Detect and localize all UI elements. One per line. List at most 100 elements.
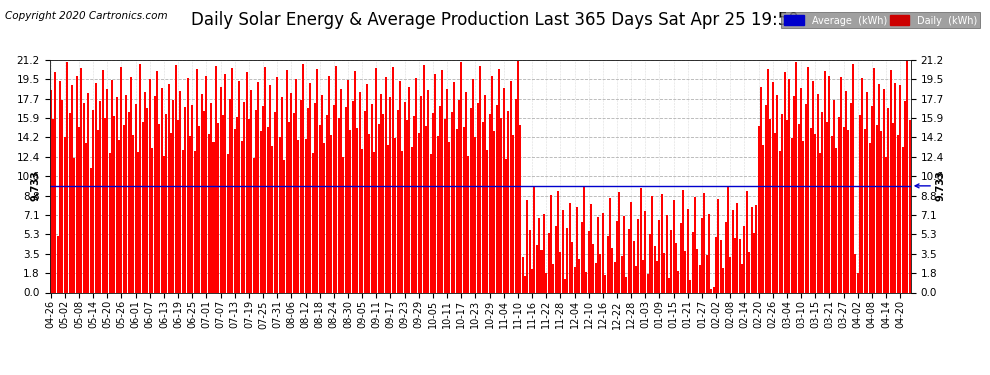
- Bar: [479, 66, 481, 292]
- Bar: [713, 287, 715, 292]
- Bar: [871, 106, 873, 292]
- Bar: [909, 120, 911, 292]
- Bar: [189, 136, 191, 292]
- Bar: [897, 135, 899, 292]
- Bar: [779, 151, 781, 292]
- Bar: [184, 107, 186, 292]
- Bar: [453, 82, 455, 292]
- Bar: [446, 89, 448, 292]
- Bar: [772, 82, 774, 292]
- Bar: [651, 196, 653, 292]
- Bar: [527, 201, 529, 292]
- Bar: [838, 117, 840, 292]
- Bar: [201, 94, 203, 292]
- Bar: [106, 89, 108, 292]
- Bar: [248, 119, 249, 292]
- Bar: [321, 95, 323, 292]
- Bar: [182, 150, 184, 292]
- Bar: [894, 83, 897, 292]
- Bar: [428, 90, 430, 292]
- Bar: [764, 105, 766, 292]
- Bar: [104, 118, 106, 292]
- Bar: [880, 132, 882, 292]
- Bar: [788, 79, 790, 292]
- Bar: [80, 68, 82, 292]
- Bar: [444, 119, 446, 292]
- Bar: [631, 202, 633, 292]
- Bar: [642, 260, 644, 292]
- Bar: [203, 111, 205, 292]
- Bar: [225, 75, 227, 292]
- Bar: [687, 209, 689, 292]
- Bar: [319, 125, 321, 292]
- Bar: [205, 76, 208, 292]
- Bar: [757, 126, 759, 292]
- Bar: [413, 116, 415, 292]
- Bar: [116, 98, 118, 292]
- Bar: [656, 261, 658, 292]
- Bar: [90, 168, 92, 292]
- Bar: [439, 106, 441, 292]
- Bar: [531, 270, 533, 292]
- Bar: [99, 101, 101, 292]
- Bar: [465, 92, 467, 292]
- Bar: [665, 215, 667, 292]
- Bar: [781, 114, 783, 292]
- Bar: [866, 92, 868, 292]
- Bar: [271, 146, 273, 292]
- Bar: [774, 132, 776, 292]
- Bar: [472, 79, 474, 292]
- Bar: [503, 88, 505, 292]
- Bar: [420, 96, 422, 292]
- Bar: [742, 264, 743, 292]
- Bar: [102, 70, 104, 292]
- Bar: [408, 87, 411, 292]
- Text: 9.733: 9.733: [915, 171, 945, 201]
- Bar: [85, 144, 87, 292]
- Bar: [142, 122, 144, 292]
- Bar: [493, 132, 495, 292]
- Bar: [852, 63, 854, 292]
- Bar: [658, 220, 660, 292]
- Bar: [338, 118, 340, 292]
- Bar: [649, 234, 651, 292]
- Bar: [418, 132, 420, 292]
- Bar: [590, 204, 592, 292]
- Bar: [580, 222, 583, 292]
- Bar: [269, 86, 271, 292]
- Bar: [810, 128, 812, 292]
- Bar: [583, 186, 585, 292]
- Bar: [274, 112, 276, 292]
- Bar: [856, 273, 858, 292]
- Bar: [137, 152, 139, 292]
- Bar: [75, 76, 77, 292]
- Bar: [732, 210, 734, 292]
- Bar: [145, 92, 147, 292]
- Bar: [50, 90, 51, 292]
- Bar: [281, 98, 283, 292]
- Bar: [611, 248, 613, 292]
- Bar: [547, 233, 549, 292]
- Bar: [460, 62, 462, 292]
- Bar: [118, 140, 120, 292]
- Bar: [385, 76, 387, 292]
- Bar: [392, 67, 394, 292]
- Bar: [314, 103, 316, 292]
- Bar: [576, 207, 578, 292]
- Bar: [208, 134, 210, 292]
- Bar: [644, 211, 646, 292]
- Bar: [539, 218, 541, 292]
- Bar: [571, 242, 573, 292]
- Bar: [543, 214, 545, 292]
- Bar: [158, 124, 160, 292]
- Bar: [646, 274, 648, 292]
- Bar: [196, 69, 198, 292]
- Bar: [167, 84, 169, 292]
- Bar: [387, 145, 389, 292]
- Bar: [706, 255, 708, 292]
- Bar: [227, 154, 229, 292]
- Bar: [262, 106, 264, 292]
- Bar: [552, 264, 554, 292]
- Bar: [437, 136, 439, 292]
- Bar: [803, 141, 805, 292]
